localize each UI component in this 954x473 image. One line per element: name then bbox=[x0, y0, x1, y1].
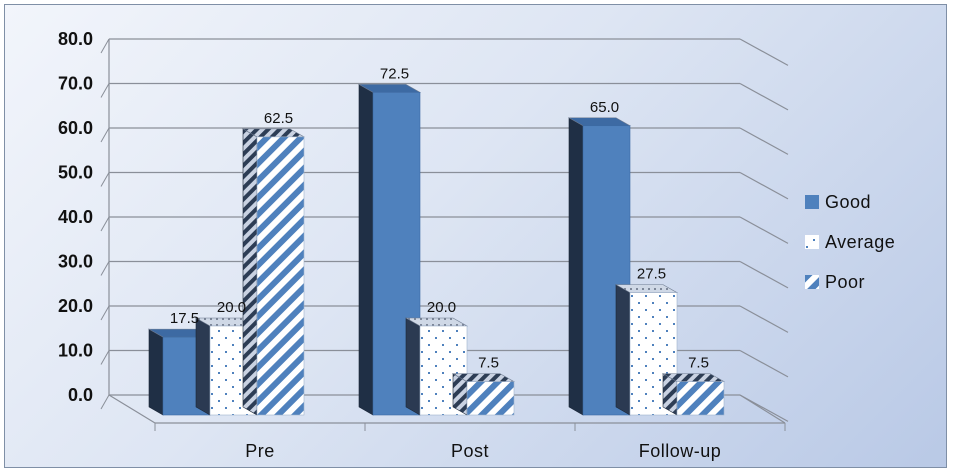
floor-right-edge bbox=[739, 394, 786, 424]
bar-side-average bbox=[615, 284, 631, 416]
chart-frame: 0.0 10.0 20.0 30.0 40.0 50.0 60.0 70.0 80.0 Pre Po… bbox=[4, 4, 947, 468]
gridline-depth bbox=[739, 82, 789, 111]
bar-poor-pre bbox=[256, 136, 305, 416]
gridline-depth bbox=[739, 349, 789, 378]
bar-chart: 0.0 10.0 20.0 30.0 40.0 50.0 60.0 70.0 80.0 Pre Po… bbox=[58, 29, 895, 461]
bar-side-good bbox=[148, 328, 164, 416]
bar-poor-follow-up bbox=[676, 381, 725, 416]
x-category-label: Follow-up bbox=[639, 441, 722, 461]
gridline-depth bbox=[739, 127, 789, 155]
data-label: 17.5 bbox=[170, 310, 199, 327]
data-label: 62.5 bbox=[264, 110, 293, 127]
data-label: 72.5 bbox=[380, 65, 409, 82]
data-label: 20.0 bbox=[427, 299, 456, 316]
tick-mark bbox=[100, 261, 110, 276]
bar-poor-post bbox=[466, 381, 515, 416]
x-category-label: Post bbox=[451, 441, 489, 461]
tick-mark bbox=[100, 127, 110, 143]
data-label: 65.0 bbox=[590, 99, 619, 116]
gridline-depth bbox=[739, 305, 789, 333]
tick-mark bbox=[100, 172, 110, 187]
data-label: 27.5 bbox=[637, 266, 666, 283]
bar-side-poor bbox=[242, 128, 258, 416]
legend-entry: Poor bbox=[825, 272, 865, 292]
y-tick-label: 70.0 bbox=[58, 74, 93, 94]
legend-entry: Average bbox=[825, 232, 895, 252]
y-tick-label: 0.0 bbox=[68, 385, 93, 405]
y-tick-label: 60.0 bbox=[58, 118, 93, 138]
legend-swatch-poor bbox=[805, 275, 819, 289]
data-labels: 17.5 20.0 62.5 72.5 20.0 7.5 65.0 27.5 7.5 bbox=[170, 65, 709, 371]
legend: Good Average Poor bbox=[805, 192, 895, 292]
tick-mark bbox=[100, 394, 110, 410]
legend-entry: Good bbox=[825, 192, 871, 212]
y-tick-label: 30.0 bbox=[58, 252, 93, 272]
gridline-depth bbox=[739, 38, 789, 66]
y-tick-label: 80.0 bbox=[58, 29, 93, 49]
data-label: 7.5 bbox=[478, 355, 499, 372]
y-tick-label: 40.0 bbox=[58, 207, 93, 227]
gridline-depth bbox=[739, 260, 789, 289]
bars bbox=[147, 83, 726, 416]
bar-side-good bbox=[358, 83, 374, 416]
gridline-depth bbox=[739, 216, 789, 244]
y-tick-label: 10.0 bbox=[58, 341, 93, 361]
tick-mark bbox=[100, 350, 110, 365]
legend-swatch-average bbox=[805, 235, 819, 249]
tick-mark bbox=[100, 83, 110, 98]
gridline-depth bbox=[739, 171, 789, 200]
floor-left-edge bbox=[108, 394, 156, 424]
tick-mark bbox=[100, 38, 110, 54]
data-label: 20.0 bbox=[217, 299, 246, 316]
bar-side-average bbox=[405, 317, 421, 416]
data-label: 7.5 bbox=[688, 355, 709, 372]
y-tick-label: 20.0 bbox=[58, 296, 93, 316]
bar-side-average bbox=[195, 317, 211, 416]
x-category-label: Pre bbox=[245, 441, 275, 461]
tick-mark bbox=[100, 216, 110, 232]
bar-side-good bbox=[568, 117, 584, 416]
y-tick-label: 50.0 bbox=[58, 163, 93, 183]
axes: 0.0 10.0 20.0 30.0 40.0 50.0 60.0 70.0 80.0 Pre Po… bbox=[58, 29, 786, 461]
legend-swatch-good bbox=[805, 195, 819, 209]
tick-mark bbox=[100, 305, 110, 321]
